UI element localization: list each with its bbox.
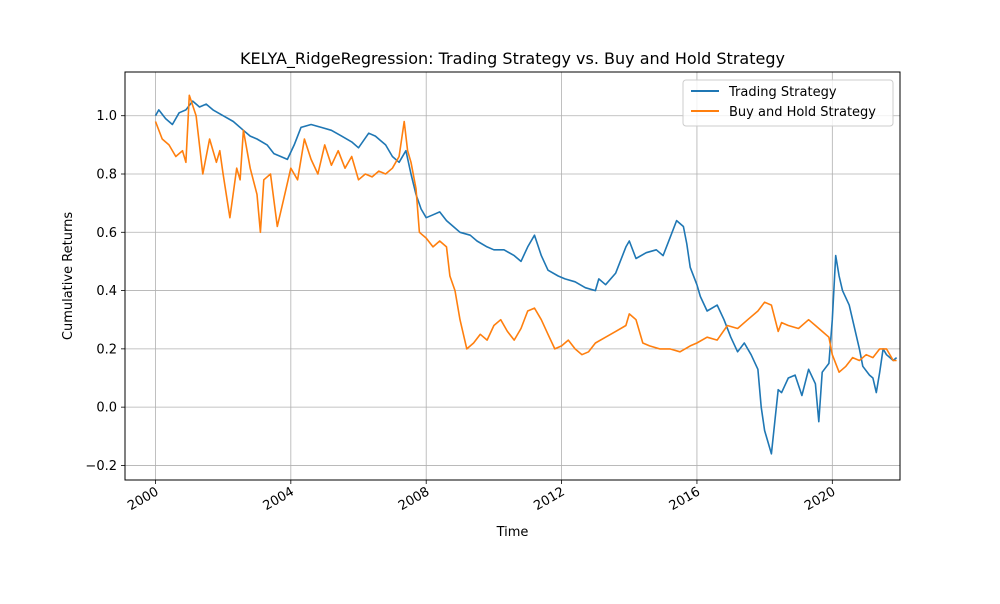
legend-label-buy-and-hold: Buy and Hold Strategy xyxy=(729,105,876,120)
y-tick-label: 0.4 xyxy=(96,284,117,299)
y-axis-ticks: −0.2 0.0 0.2 0.4 0.6 0.8 1.0 xyxy=(85,109,125,474)
series-line-buy-and-hold xyxy=(154,94,897,374)
y-tick-label: 0.8 xyxy=(96,168,117,183)
series-line-trading-strategy xyxy=(154,100,898,455)
y-axis-label: Cumulative Returns xyxy=(61,212,76,340)
plot-area-frame xyxy=(124,71,901,481)
legend-box xyxy=(682,79,894,127)
grid xyxy=(125,72,900,480)
y-tick-label: 0.0 xyxy=(96,401,117,416)
series-lines xyxy=(154,94,898,455)
legend: Trading Strategy Buy and Hold Strategy xyxy=(682,79,894,127)
chart-title: KELYA_RidgeRegression: Trading Strategy … xyxy=(240,49,785,69)
legend-label-trading: Trading Strategy xyxy=(728,85,837,100)
y-tick-label: 1.0 xyxy=(96,109,117,124)
y-tick-label: −0.2 xyxy=(85,459,117,474)
y-tick-label: 0.6 xyxy=(96,226,117,241)
y-tick-label: 0.2 xyxy=(96,342,117,357)
x-axis-label: Time xyxy=(496,525,529,540)
